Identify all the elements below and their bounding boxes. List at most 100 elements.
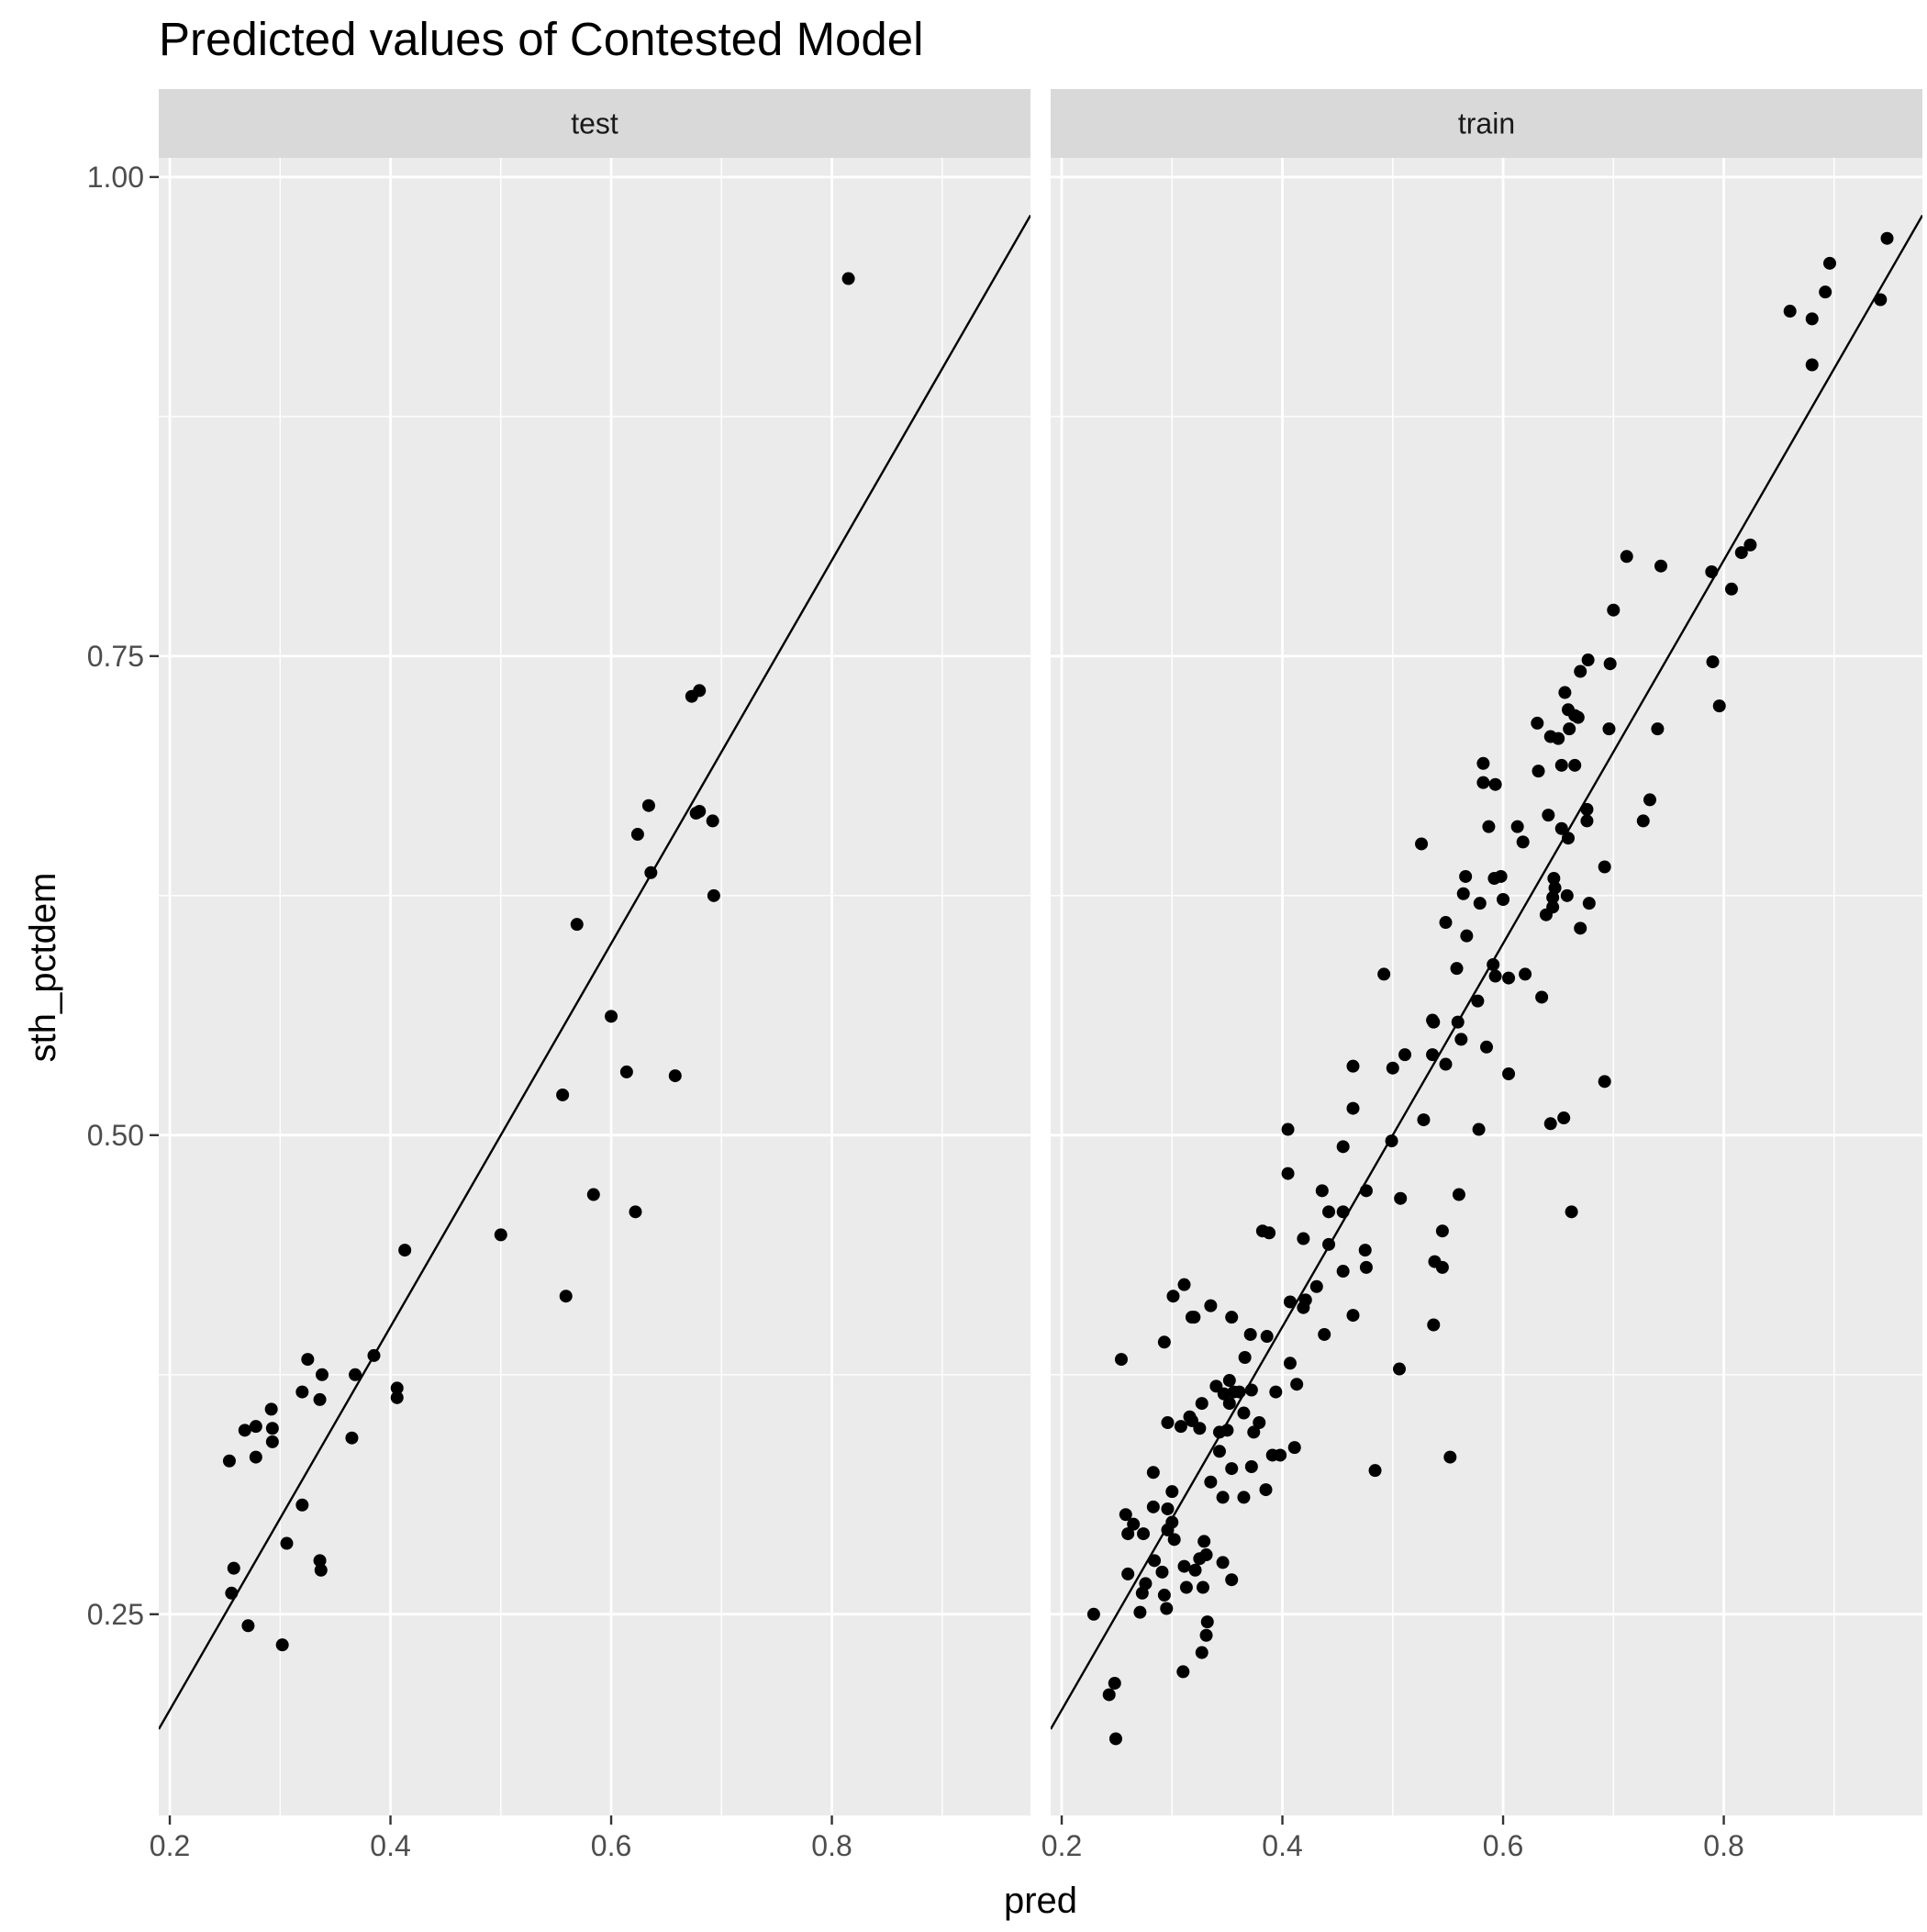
data-point [1204, 1299, 1218, 1312]
data-point [280, 1536, 294, 1550]
data-point [1161, 1502, 1175, 1515]
data-point [1157, 1335, 1171, 1349]
data-point [1281, 1167, 1295, 1180]
data-point [1244, 1460, 1258, 1474]
data-point [1358, 1244, 1372, 1257]
data-point [1724, 582, 1738, 596]
data-point [227, 1561, 240, 1575]
data-point [1200, 1615, 1214, 1629]
reference-line [159, 215, 1030, 1730]
data-point [1377, 967, 1391, 981]
x-tick-label: 0.8 [1703, 1829, 1743, 1862]
data-point [1620, 550, 1633, 564]
data-point [1394, 1191, 1408, 1205]
data-point [1554, 821, 1568, 835]
data-point [630, 828, 644, 842]
data-point [1222, 1374, 1236, 1388]
data-point [1580, 802, 1594, 816]
data-point [1119, 1508, 1132, 1522]
data-point [1880, 231, 1894, 245]
data-point [1805, 358, 1819, 372]
data-point [1459, 869, 1473, 883]
data-point [264, 1402, 278, 1416]
data-point [1281, 1122, 1295, 1136]
data-point [1146, 1500, 1160, 1513]
data-point [1502, 1067, 1516, 1080]
data-point [586, 1188, 600, 1201]
data-point [1195, 1397, 1209, 1411]
data-point [1546, 890, 1560, 904]
data-point [1174, 1420, 1187, 1434]
data-point [1269, 1385, 1283, 1399]
strip-train [1051, 89, 1922, 158]
data-point [1472, 1122, 1486, 1136]
data-point [1519, 967, 1532, 981]
data-point [222, 1454, 236, 1468]
data-point [1654, 559, 1667, 573]
data-point [1179, 1580, 1193, 1594]
data-point [1108, 1676, 1121, 1690]
data-point [1531, 716, 1544, 730]
data-point [1193, 1552, 1207, 1566]
data-point [1415, 837, 1429, 851]
data-point [1225, 1462, 1239, 1476]
data-point [1322, 1237, 1336, 1251]
data-point [313, 1554, 327, 1568]
data-point [1502, 971, 1516, 985]
data-point [1368, 1464, 1382, 1478]
data-point [1297, 1232, 1310, 1245]
data-point [1259, 1483, 1273, 1497]
data-point [1554, 758, 1568, 772]
data-point [1212, 1445, 1226, 1458]
data-point [1176, 1665, 1190, 1679]
x-tick-label: 0.8 [811, 1829, 852, 1862]
data-point [1232, 1385, 1246, 1399]
data-point [1805, 312, 1819, 326]
data-point [1217, 1387, 1231, 1401]
data-point [1563, 722, 1576, 736]
data-point [1283, 1357, 1297, 1370]
data-point [1359, 1184, 1373, 1198]
data-point [1359, 1260, 1373, 1274]
data-point [1133, 1605, 1147, 1619]
data-point [1161, 1415, 1175, 1429]
data-point [295, 1498, 309, 1512]
data-point [619, 1065, 633, 1078]
data-point [390, 1390, 404, 1404]
reference-line [1051, 215, 1922, 1730]
data-point [1161, 1523, 1175, 1536]
data-point [1743, 538, 1757, 552]
data-point [1439, 1057, 1453, 1071]
data-point [1706, 655, 1720, 669]
data-point [1196, 1580, 1209, 1594]
data-point [1510, 820, 1524, 833]
data-point [1435, 1260, 1449, 1274]
data-point [1322, 1205, 1336, 1219]
data-point [1225, 1573, 1239, 1587]
data-point [265, 1422, 279, 1435]
data-point [1127, 1517, 1141, 1531]
data-point [1148, 1554, 1162, 1568]
data-point [1204, 1475, 1218, 1489]
data-point [1568, 758, 1582, 772]
data-point [1346, 1101, 1360, 1115]
data-point [494, 1228, 507, 1242]
data-point [1237, 1406, 1251, 1420]
data-point [1244, 1383, 1258, 1397]
data-point [295, 1385, 309, 1399]
data-point [1166, 1290, 1180, 1303]
data-point [1543, 1117, 1557, 1131]
x-tick-label: 0.2 [150, 1829, 190, 1862]
data-point [313, 1392, 327, 1406]
data-point [1482, 820, 1496, 833]
data-point [1238, 1351, 1252, 1365]
x-tick-label: 0.2 [1041, 1829, 1082, 1862]
data-point [1315, 1184, 1329, 1198]
data-point [1160, 1602, 1174, 1615]
data-point [1602, 722, 1616, 736]
data-point [1398, 1048, 1412, 1062]
data-point [1197, 1535, 1211, 1548]
data-point [1705, 564, 1719, 578]
data-point [1237, 1491, 1251, 1504]
